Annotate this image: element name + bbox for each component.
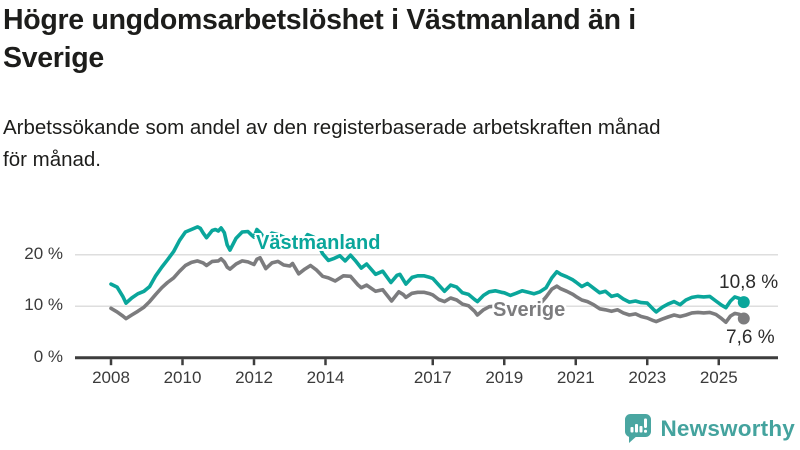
end-value-label-sverige: 7,6 %: [726, 327, 775, 348]
page-subtitle-line2: för månad.: [3, 147, 101, 171]
x-axis-label: 2008: [92, 368, 130, 387]
page-title-line2: Sverige: [3, 41, 104, 74]
page-title-line1: Högre ungdomsarbetslöshet i Västmanland …: [3, 4, 636, 36]
x-axis-label: 2012: [235, 368, 273, 387]
page-subtitle-line1: Arbetssökande som andel av den registerb…: [3, 116, 661, 139]
x-axis-label: 2025: [699, 368, 738, 387]
x-axis-label: 2023: [628, 368, 667, 387]
x-axis-label: 2021: [556, 368, 595, 387]
series-label-sverige: Sverige: [493, 299, 566, 321]
end-value-label-vastmanland: 10,8 %: [719, 272, 779, 293]
page-subtitle: Arbetssökande som andel av den registerb…: [3, 112, 661, 176]
x-axis-label: 2019: [485, 368, 524, 387]
page-title: Högre ungdomsarbetslöshet i Västmanland …: [3, 2, 636, 77]
y-axis-label: 20 %: [24, 243, 63, 263]
y-axis-label: 0 %: [33, 346, 63, 366]
x-axis-label: 2010: [163, 368, 202, 387]
newsworthy-wordmark: Newsworthy: [660, 415, 795, 441]
series-label-vastmanland: Västmanland: [256, 232, 381, 254]
x-axis-label: 2014: [306, 368, 345, 387]
newsworthy-logo[interactable]: Newsworthy: [624, 413, 795, 444]
newsworthy-bubble-chart-icon: [625, 414, 652, 443]
y-axis-label: 10 %: [24, 295, 63, 315]
x-axis-label: 2017: [413, 368, 452, 387]
